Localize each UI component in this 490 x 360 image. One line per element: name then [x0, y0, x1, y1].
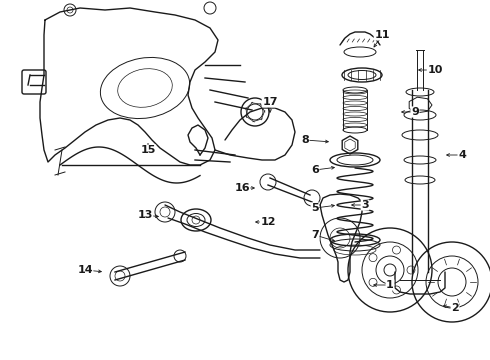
Text: 12: 12 — [260, 217, 276, 227]
Text: 5: 5 — [311, 203, 319, 213]
Text: 4: 4 — [458, 150, 466, 160]
Text: 15: 15 — [140, 145, 156, 155]
Text: 13: 13 — [137, 210, 153, 220]
Text: 7: 7 — [311, 230, 319, 240]
Text: 17: 17 — [262, 97, 278, 107]
Text: 14: 14 — [77, 265, 93, 275]
Text: 16: 16 — [234, 183, 250, 193]
Text: 8: 8 — [301, 135, 309, 145]
Text: 11: 11 — [374, 30, 390, 40]
Text: 2: 2 — [451, 303, 459, 313]
Text: 1: 1 — [386, 280, 394, 290]
Text: 9: 9 — [411, 107, 419, 117]
Text: 10: 10 — [427, 65, 442, 75]
Text: 6: 6 — [311, 165, 319, 175]
Text: 3: 3 — [361, 200, 369, 210]
